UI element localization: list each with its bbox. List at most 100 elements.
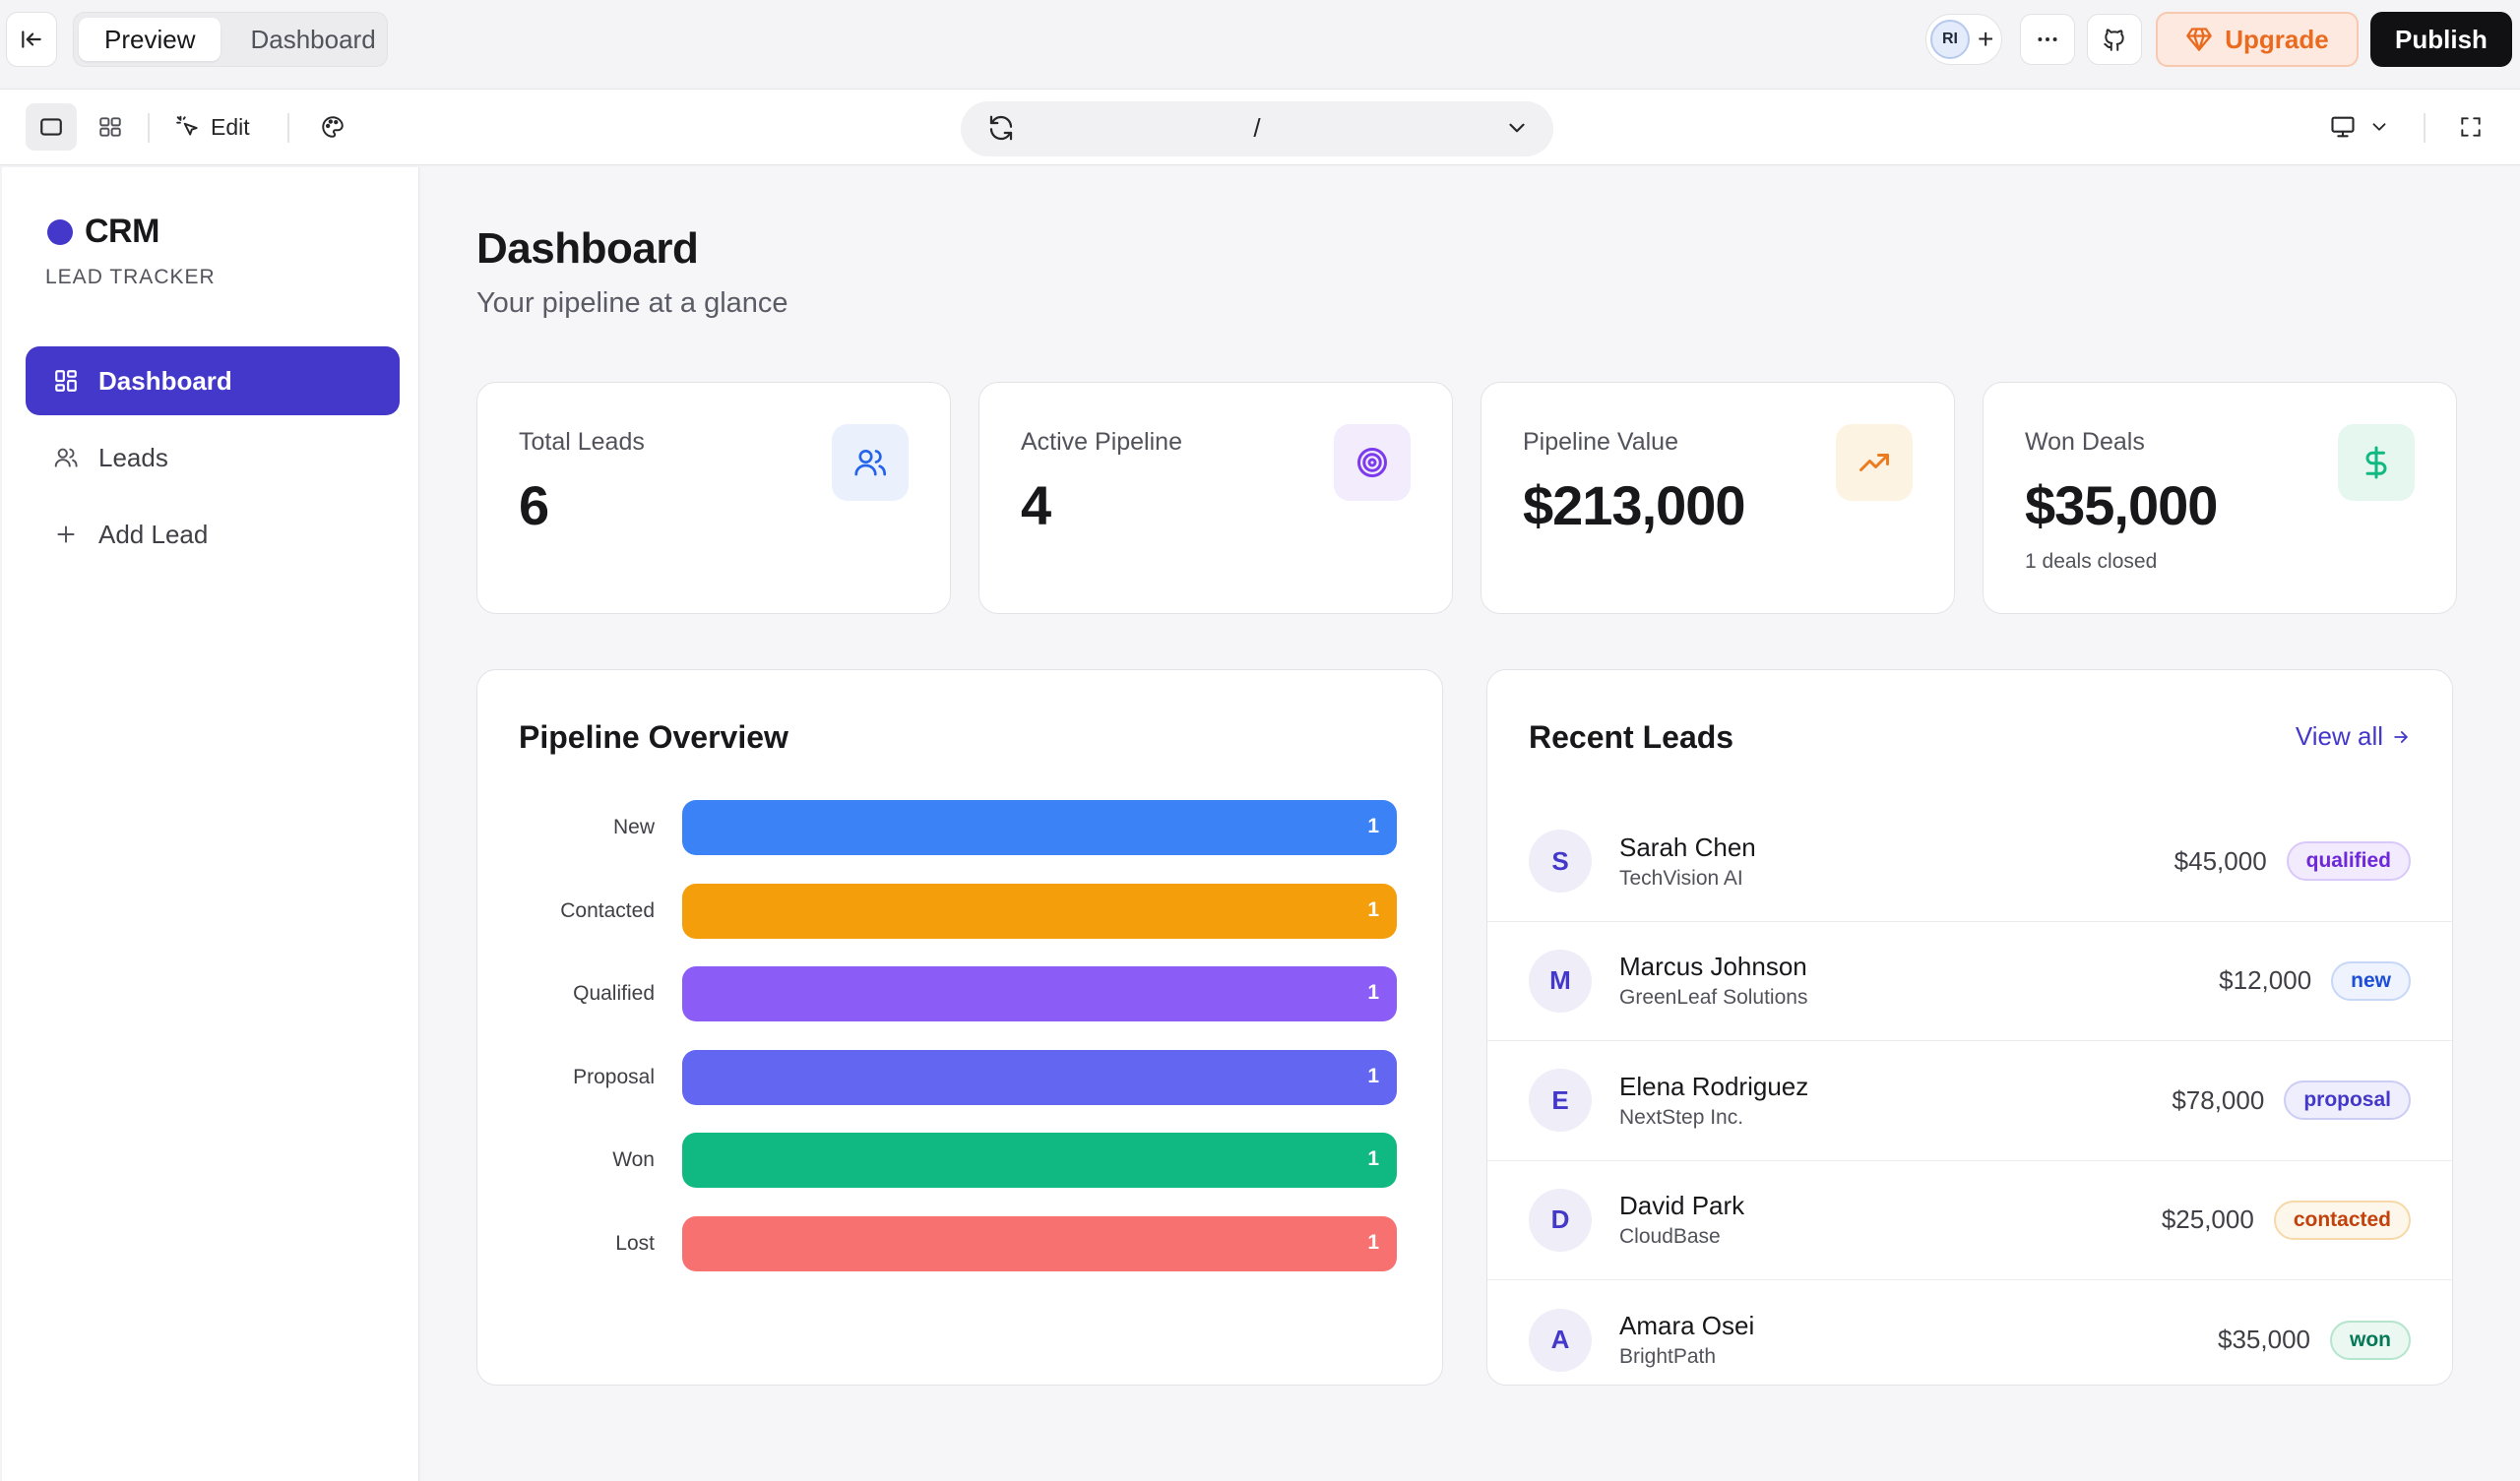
- device-selector[interactable]: [2329, 103, 2390, 151]
- grid-view-button[interactable]: [85, 103, 136, 151]
- chart-data-label: 1: [1367, 1064, 1379, 1087]
- chart-bar: 1: [682, 800, 1397, 855]
- view-mode-tabs: Preview Dashboard: [73, 12, 388, 67]
- chart-bar-row: Proposal 1: [519, 1049, 1411, 1134]
- page-subtitle: Your pipeline at a glance: [476, 287, 788, 319]
- chart-bar: 1: [682, 1133, 1397, 1188]
- stat-value: $213,000: [1523, 474, 1746, 536]
- list-item[interactable]: A Amara Osei BrightPath $35,000 won: [1487, 1280, 2452, 1400]
- target-icon: [1334, 424, 1411, 501]
- palette-icon: [322, 116, 344, 138]
- lead-amount: $35,000: [2218, 1325, 2310, 1355]
- panel-title: Recent Leads: [1529, 719, 1734, 755]
- stat-label: Total Leads: [519, 428, 645, 456]
- edit-button[interactable]: Edit: [175, 103, 250, 151]
- sidebar-item-label: Dashboard: [98, 365, 232, 396]
- single-view-button[interactable]: [26, 103, 77, 151]
- chart-bar: 1: [682, 1215, 1397, 1271]
- chart-bar-track: 1: [682, 1133, 1397, 1188]
- upgrade-button[interactable]: Upgrade: [2156, 12, 2359, 67]
- lead-amount: $25,000: [2161, 1204, 2254, 1235]
- list-item[interactable]: M Marcus Johnson GreenLeaf Solutions $12,…: [1487, 922, 2452, 1041]
- square-icon: [40, 118, 62, 136]
- status-badge: new: [2331, 960, 2411, 1001]
- tab-preview[interactable]: Preview: [79, 18, 221, 61]
- publish-button[interactable]: Publish: [2370, 12, 2512, 67]
- gem-icon: [2186, 28, 2213, 51]
- lead-name: David Park: [1619, 1191, 1745, 1221]
- chart-bar-row: Contacted 1: [519, 883, 1411, 967]
- lead-amount: $45,000: [2174, 845, 2267, 876]
- view-all-link[interactable]: View all: [2296, 721, 2411, 752]
- sidebar-item-dashboard[interactable]: Dashboard: [26, 346, 400, 415]
- lead-name: Sarah Chen: [1619, 832, 1756, 862]
- lead-name: Elena Rodriguez: [1619, 1071, 1809, 1101]
- chart-bar-track: 1: [682, 966, 1397, 1021]
- chart-bar: 1: [682, 883, 1397, 939]
- recent-leads-list: S Sarah Chen TechVision AI $45,000 qualifi…: [1487, 802, 2452, 1400]
- url-bar[interactable]: /: [961, 101, 1553, 156]
- plus-icon: [57, 525, 75, 543]
- status-badge: proposal: [2284, 1080, 2411, 1121]
- panel-title: Pipeline Overview: [519, 719, 788, 755]
- chart-bar-row: New 1: [519, 800, 1411, 884]
- pipeline-overview-panel: Pipeline Overview New 1 Contacted 1 Qualifie…: [476, 669, 1443, 1386]
- more-options-button[interactable]: [2020, 14, 2075, 65]
- brand-name: CRM: [85, 213, 159, 250]
- stat-note: 1 deals closed: [2025, 550, 2158, 573]
- tab-dashboard[interactable]: Dashboard: [250, 24, 376, 54]
- avatar: RI: [1930, 20, 1970, 59]
- avatar: D: [1529, 1188, 1592, 1252]
- preview-toolbar: Edit /: [0, 89, 2520, 165]
- upgrade-label: Upgrade: [2225, 24, 2329, 54]
- grid-icon: [99, 117, 121, 137]
- brand: CRM: [47, 213, 159, 251]
- list-item[interactable]: S Sarah Chen TechVision AI $45,000 qualifi…: [1487, 802, 2452, 922]
- dollar-icon: [2338, 424, 2415, 501]
- chart-data-label: 1: [1367, 897, 1379, 921]
- stat-value: $35,000: [2025, 474, 2218, 536]
- refresh-icon[interactable]: [986, 113, 1016, 143]
- add-collaborator-icon[interactable]: +: [1978, 24, 1994, 54]
- toolbar-divider: [148, 113, 150, 143]
- edit-label: Edit: [211, 113, 250, 140]
- lead-amount: $12,000: [2219, 965, 2312, 996]
- sidebar-item-leads[interactable]: Leads: [26, 423, 400, 492]
- chart-bar: 1: [682, 1049, 1397, 1105]
- collapse-sidebar-button[interactable]: [6, 12, 57, 67]
- sidebar-item-label: Add Lead: [98, 519, 209, 549]
- stat-value: 4: [1021, 474, 1051, 536]
- chart-bar-track: 1: [682, 883, 1397, 939]
- chevron-down-icon[interactable]: [1504, 115, 1530, 141]
- brand-logo-dot: [47, 218, 73, 245]
- chart-data-label: 1: [1367, 981, 1379, 1004]
- list-item[interactable]: D David Park CloudBase $25,000 contacted: [1487, 1161, 2452, 1280]
- arrow-right-icon: [2394, 730, 2408, 743]
- sidebar-item-add-lead[interactable]: Add Lead: [26, 500, 400, 569]
- theme-button[interactable]: [309, 103, 356, 151]
- app-sidebar: CRM LEAD TRACKER Dashboard Leads Add Lea…: [2, 167, 419, 1481]
- chevron-down-icon: [2372, 123, 2386, 131]
- chart-data-label: 1: [1367, 1230, 1379, 1254]
- lead-company: GreenLeaf Solutions: [1619, 986, 1808, 1010]
- more-horizontal-icon: [2038, 37, 2057, 41]
- lead-name: Marcus Johnson: [1619, 952, 1807, 982]
- avatar: A: [1529, 1308, 1592, 1372]
- avatar: S: [1529, 830, 1592, 894]
- avatar: M: [1529, 949, 1592, 1013]
- fullscreen-button[interactable]: [2447, 103, 2494, 151]
- sidebar-item-label: Leads: [98, 442, 168, 472]
- collaborators[interactable]: RI +: [1925, 14, 2002, 65]
- collapse-left-icon: [22, 31, 41, 48]
- toolbar-divider: [287, 113, 289, 143]
- users-icon: [832, 424, 909, 501]
- chart-category-label: Lost: [615, 1231, 655, 1255]
- stat-value: 6: [519, 474, 549, 536]
- chart-bar-row: Qualified 1: [519, 966, 1411, 1050]
- monitor-icon: [2331, 116, 2355, 138]
- list-item[interactable]: E Elena Rodriguez NextStep Inc. $78,000 pr…: [1487, 1041, 2452, 1161]
- grid-icon: [55, 370, 77, 392]
- recent-leads-panel: Recent Leads View all S Sarah Chen TechVi…: [1486, 669, 2453, 1386]
- stat-label: Active Pipeline: [1021, 428, 1182, 456]
- github-button[interactable]: [2087, 14, 2142, 65]
